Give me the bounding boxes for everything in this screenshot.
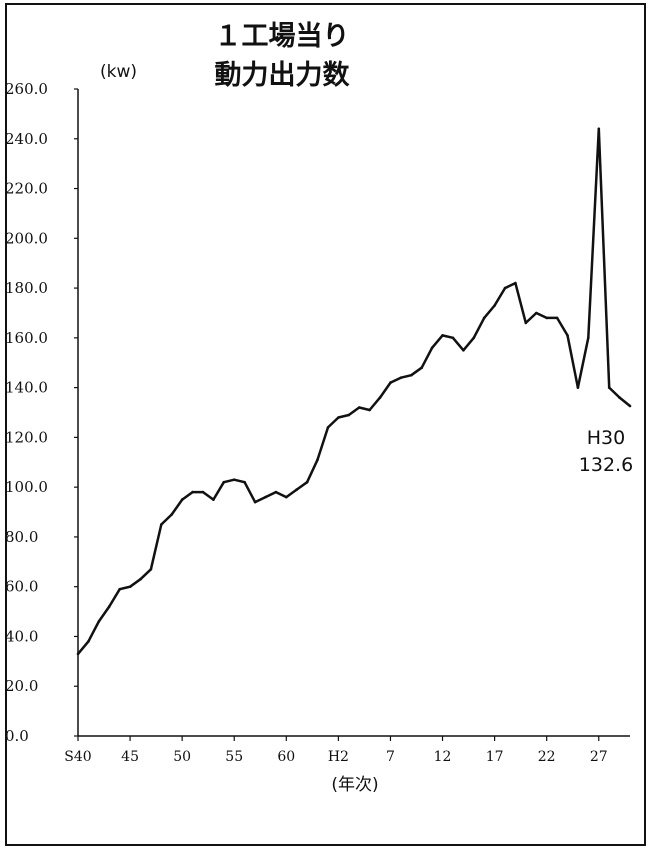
x-tick-label: 60 — [277, 749, 295, 765]
y-tick-label: 120.0 — [5, 428, 48, 446]
y-tick-label: 160.0 — [5, 329, 48, 347]
y-tick-label: 200.0 — [5, 229, 48, 247]
series-line — [77, 127, 631, 655]
data-point — [274, 490, 278, 494]
data-point — [535, 311, 538, 315]
data-point — [597, 127, 601, 131]
data-point — [76, 652, 80, 656]
data-point — [316, 458, 319, 462]
data-point — [628, 404, 632, 408]
x-tick-label: H2 — [328, 749, 349, 765]
y-ticks: 0.0 20.0 40.0 60.0 80.0 100.0 120.0 140.0 160.0 1… — [5, 80, 78, 745]
x-tick-label: 12 — [434, 749, 452, 765]
annotation-year: H30 — [587, 427, 625, 449]
x-tick-label: 22 — [538, 749, 556, 765]
data-point — [368, 408, 371, 412]
x-axis-label: (年次) — [331, 775, 378, 795]
data-point — [566, 334, 569, 337]
data-point — [118, 587, 121, 591]
annotation-value: 132.6 — [579, 454, 633, 476]
x-tick-label: 7 — [386, 749, 395, 765]
chart-title-line1: １工場当り — [215, 21, 350, 52]
data-point — [337, 416, 340, 419]
data-point — [295, 488, 299, 491]
data-point — [441, 334, 444, 337]
data-point — [503, 286, 507, 290]
x-tick-label: 50 — [173, 749, 191, 765]
x-ticks: S40 45 50 55 60 H2 7 12 17 22 27 — [64, 736, 608, 765]
data-point — [389, 381, 392, 384]
data-point — [149, 568, 153, 571]
y-tick-label: 60.0 — [5, 578, 38, 596]
data-point — [576, 386, 580, 389]
y-tick-label: 20.0 — [5, 677, 38, 695]
data-point — [87, 640, 90, 643]
y-unit-label: (kw) — [100, 62, 137, 82]
data-point — [97, 620, 101, 623]
data-point — [472, 336, 476, 340]
y-tick-label: 240.0 — [5, 130, 48, 148]
data-point — [107, 605, 111, 608]
data-point — [347, 413, 351, 417]
data-point — [607, 386, 611, 389]
x-tick-label: 17 — [486, 749, 504, 765]
data-point — [243, 480, 246, 484]
data-point — [524, 321, 528, 325]
data-point — [222, 480, 226, 484]
data-point — [462, 349, 465, 352]
data-point — [451, 336, 455, 340]
data-point — [326, 426, 330, 429]
y-tick-label: 260.0 — [5, 80, 48, 98]
data-point — [545, 316, 548, 320]
chart-title-line2: 動力出力数 — [215, 60, 351, 91]
data-point — [305, 480, 309, 484]
data-point — [378, 396, 382, 399]
data-point — [160, 523, 163, 526]
data-point — [420, 366, 424, 370]
data-point — [357, 406, 361, 409]
data-point — [399, 376, 403, 380]
y-tick-label: 40.0 — [5, 627, 38, 645]
data-point — [430, 346, 434, 350]
chart-frame — [5, 3, 646, 846]
data-point — [555, 316, 559, 320]
series-points — [76, 127, 632, 656]
x-tick-label: 27 — [590, 749, 608, 765]
data-point — [212, 498, 215, 501]
data-point — [618, 396, 621, 399]
y-tick-label: 220.0 — [5, 180, 48, 198]
data-point — [253, 500, 257, 504]
data-point — [264, 495, 267, 499]
y-tick-label: 0.0 — [5, 727, 29, 745]
data-point — [170, 513, 173, 516]
data-point — [410, 373, 413, 377]
y-tick-label: 140.0 — [5, 379, 48, 397]
data-point — [180, 498, 184, 501]
y-tick-label: 100.0 — [5, 478, 48, 496]
x-tick-label: 55 — [225, 749, 243, 765]
y-tick-label: 80.0 — [5, 528, 38, 546]
data-point — [232, 478, 236, 482]
x-tick-label: 45 — [121, 749, 139, 765]
data-point — [482, 316, 486, 320]
data-point — [139, 577, 142, 581]
data-point — [191, 490, 194, 494]
data-point — [514, 281, 517, 285]
y-tick-label: 180.0 — [5, 279, 48, 297]
data-point — [493, 304, 496, 307]
data-point — [285, 495, 288, 499]
data-point — [587, 336, 590, 340]
data-point — [201, 490, 205, 494]
x-tick-label: S40 — [64, 749, 91, 765]
data-point — [128, 585, 132, 588]
